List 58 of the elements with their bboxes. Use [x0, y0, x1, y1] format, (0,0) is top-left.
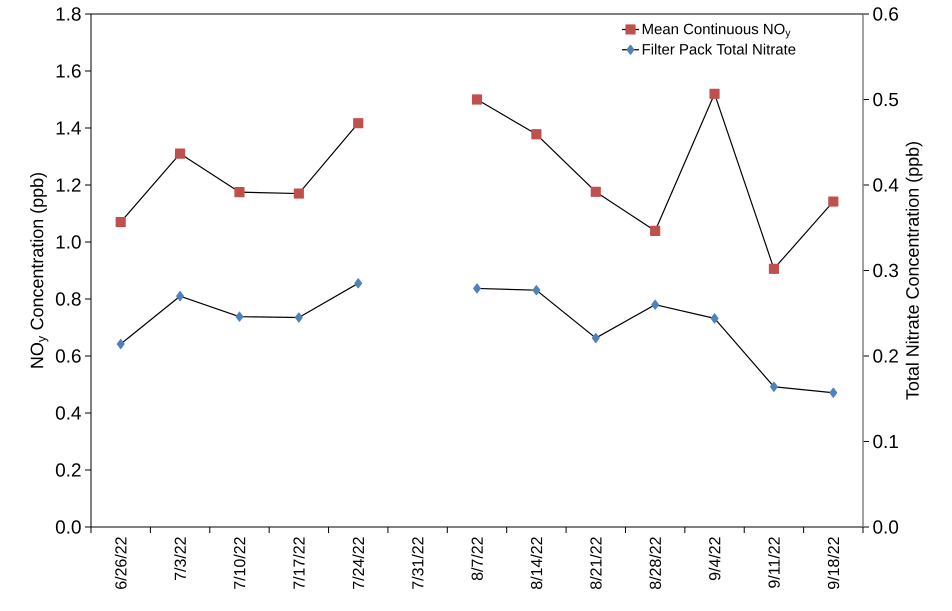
x-tick-label: 7/31/22 [412, 537, 424, 589]
point [829, 388, 838, 398]
point [532, 285, 540, 296]
point [234, 187, 245, 198]
point [592, 332, 600, 344]
x-tick-label: 7/10/22 [234, 537, 246, 589]
y-tick-label: 0.4 [56, 406, 81, 420]
point [354, 278, 362, 288]
y-tick-label: 0.0 [56, 520, 81, 534]
y-tick-label: 0.6 [56, 349, 81, 363]
point [116, 216, 126, 228]
point [176, 291, 184, 302]
x-tick-label: 8/14/22 [530, 537, 542, 590]
y-tick-label: 1.4 [56, 121, 81, 135]
x-tick-label: 7/17/22 [293, 537, 305, 589]
point [353, 118, 364, 128]
point [236, 312, 244, 322]
point [531, 129, 542, 140]
y2-tick-label: 0.1 [873, 434, 898, 448]
legend-label: Mean Continuous NO$_{y}$ [642, 23, 791, 38]
x-tick-label: 9/18/22 [827, 537, 840, 589]
y2-axis-title: Total Nitrate Concentration (ppb) [906, 142, 922, 400]
point [770, 382, 778, 392]
x-tick-label: 8/7/22 [471, 537, 483, 580]
y2-tick-label: 0.0 [873, 520, 898, 534]
y-tick-label: 0.2 [56, 463, 81, 477]
x-tick-label: 9/11/22 [768, 537, 780, 588]
x-tick-label: 8/21/22 [590, 537, 602, 590]
legend-label: Filter Pack Total Nitrate [642, 44, 796, 55]
point [473, 283, 481, 294]
point [650, 226, 660, 236]
y-tick-label: 0.8 [56, 292, 81, 306]
y2-tick-label: 0.2 [873, 349, 898, 363]
point [651, 300, 660, 310]
point [116, 338, 125, 350]
point [768, 264, 780, 274]
point [294, 188, 304, 199]
point [472, 94, 482, 105]
point [294, 312, 303, 323]
x-tick-label: 7/3/22 [174, 537, 186, 580]
point [709, 88, 720, 99]
x-tick-label: 8/28/22 [649, 537, 662, 590]
x-tick-label: 7/24/22 [352, 537, 364, 589]
point [590, 186, 601, 197]
y-tick-label: 1.6 [56, 64, 81, 78]
y-tick-label: 1.8 [56, 7, 81, 21]
y-tick-label: 1.2 [56, 178, 81, 192]
point [710, 313, 719, 324]
x-tick-label: 9/4/22 [708, 537, 720, 580]
x-tick-label: 6/26/22 [114, 537, 127, 589]
point [828, 196, 838, 207]
y-tick-label: 1.0 [56, 235, 81, 249]
y2-tick-label: 0.6 [873, 7, 898, 21]
y2-tick-label: 0.5 [873, 92, 898, 106]
y-axis-title: NO$_{y}$ Concentration (ppb) [30, 173, 48, 368]
point [174, 148, 186, 159]
y2-tick-label: 0.3 [873, 264, 898, 278]
y2-tick-label: 0.4 [873, 178, 898, 192]
